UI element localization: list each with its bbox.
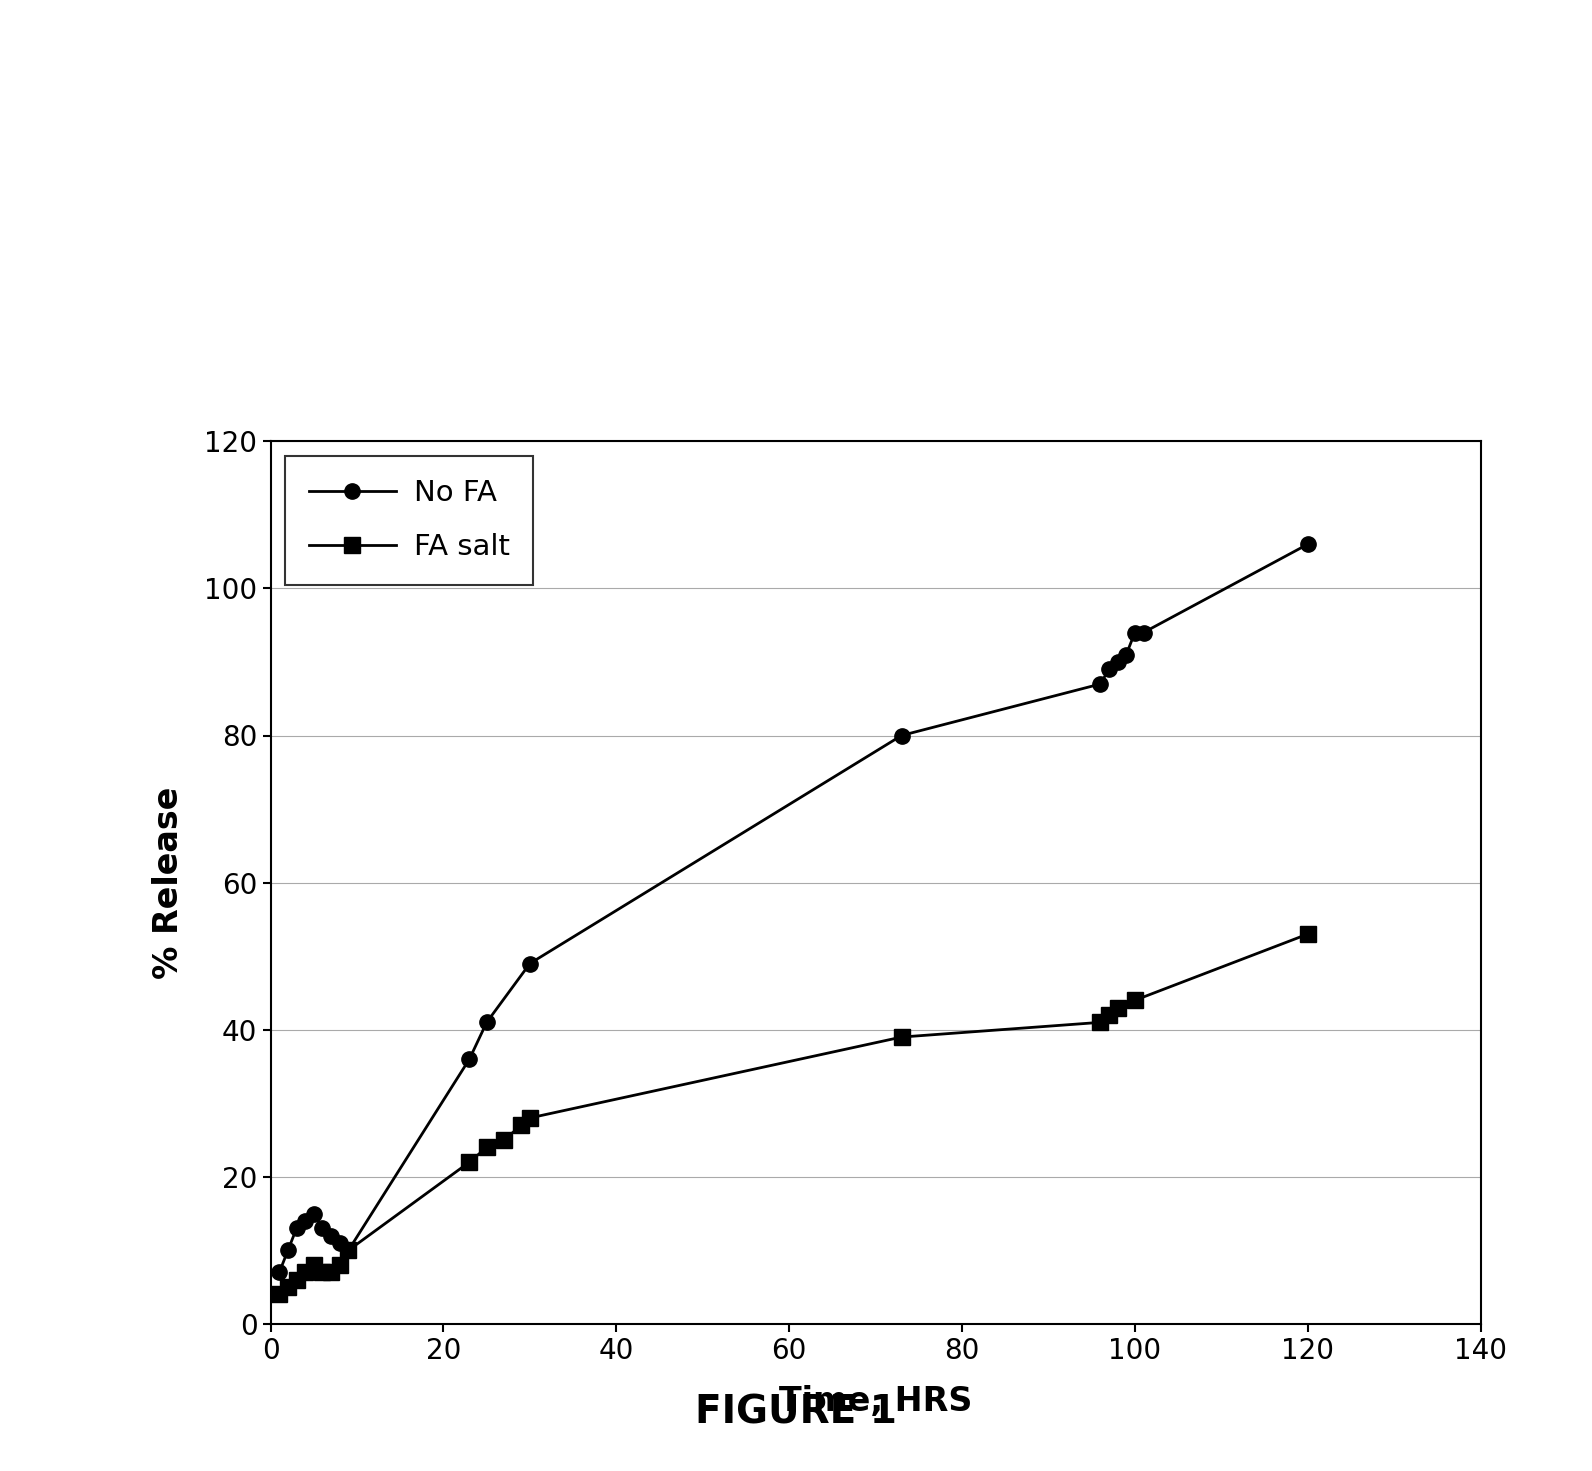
Line: FA salt: FA salt <box>272 927 1315 1302</box>
FA salt <box>511 1116 530 1134</box>
No FA <box>269 1264 288 1281</box>
FA salt <box>304 1256 323 1274</box>
FA salt <box>322 1264 341 1281</box>
FA salt <box>521 1109 540 1127</box>
FA salt <box>1297 925 1317 943</box>
Line: No FA: No FA <box>272 537 1315 1280</box>
FA salt <box>1091 1014 1110 1031</box>
FA salt <box>339 1242 358 1259</box>
FA salt <box>287 1271 306 1289</box>
Y-axis label: % Release: % Release <box>151 787 185 978</box>
No FA <box>330 1234 349 1252</box>
X-axis label: Time, HRS: Time, HRS <box>778 1384 973 1418</box>
No FA <box>478 1014 497 1031</box>
FA salt <box>296 1264 315 1281</box>
FA salt <box>1108 999 1127 1016</box>
No FA <box>287 1219 306 1237</box>
No FA <box>1091 675 1110 693</box>
No FA <box>1126 624 1145 641</box>
No FA <box>304 1205 323 1222</box>
No FA <box>892 727 911 744</box>
No FA <box>1116 646 1135 663</box>
Text: FIGURE 1: FIGURE 1 <box>696 1393 896 1431</box>
FA salt <box>892 1028 911 1046</box>
No FA <box>1297 535 1317 553</box>
FA salt <box>330 1256 349 1274</box>
FA salt <box>460 1153 479 1171</box>
No FA <box>521 955 540 972</box>
FA salt <box>269 1286 288 1303</box>
No FA <box>314 1219 333 1237</box>
FA salt <box>279 1278 298 1296</box>
FA salt <box>1100 1006 1119 1024</box>
FA salt <box>478 1139 497 1156</box>
No FA <box>339 1242 358 1259</box>
FA salt <box>1126 991 1145 1009</box>
Legend: No FA, FA salt: No FA, FA salt <box>285 456 533 585</box>
No FA <box>1108 653 1127 671</box>
No FA <box>1100 660 1119 678</box>
No FA <box>279 1242 298 1259</box>
FA salt <box>495 1131 514 1149</box>
FA salt <box>314 1264 333 1281</box>
No FA <box>296 1212 315 1230</box>
No FA <box>1134 624 1153 641</box>
No FA <box>460 1050 479 1068</box>
No FA <box>322 1227 341 1244</box>
